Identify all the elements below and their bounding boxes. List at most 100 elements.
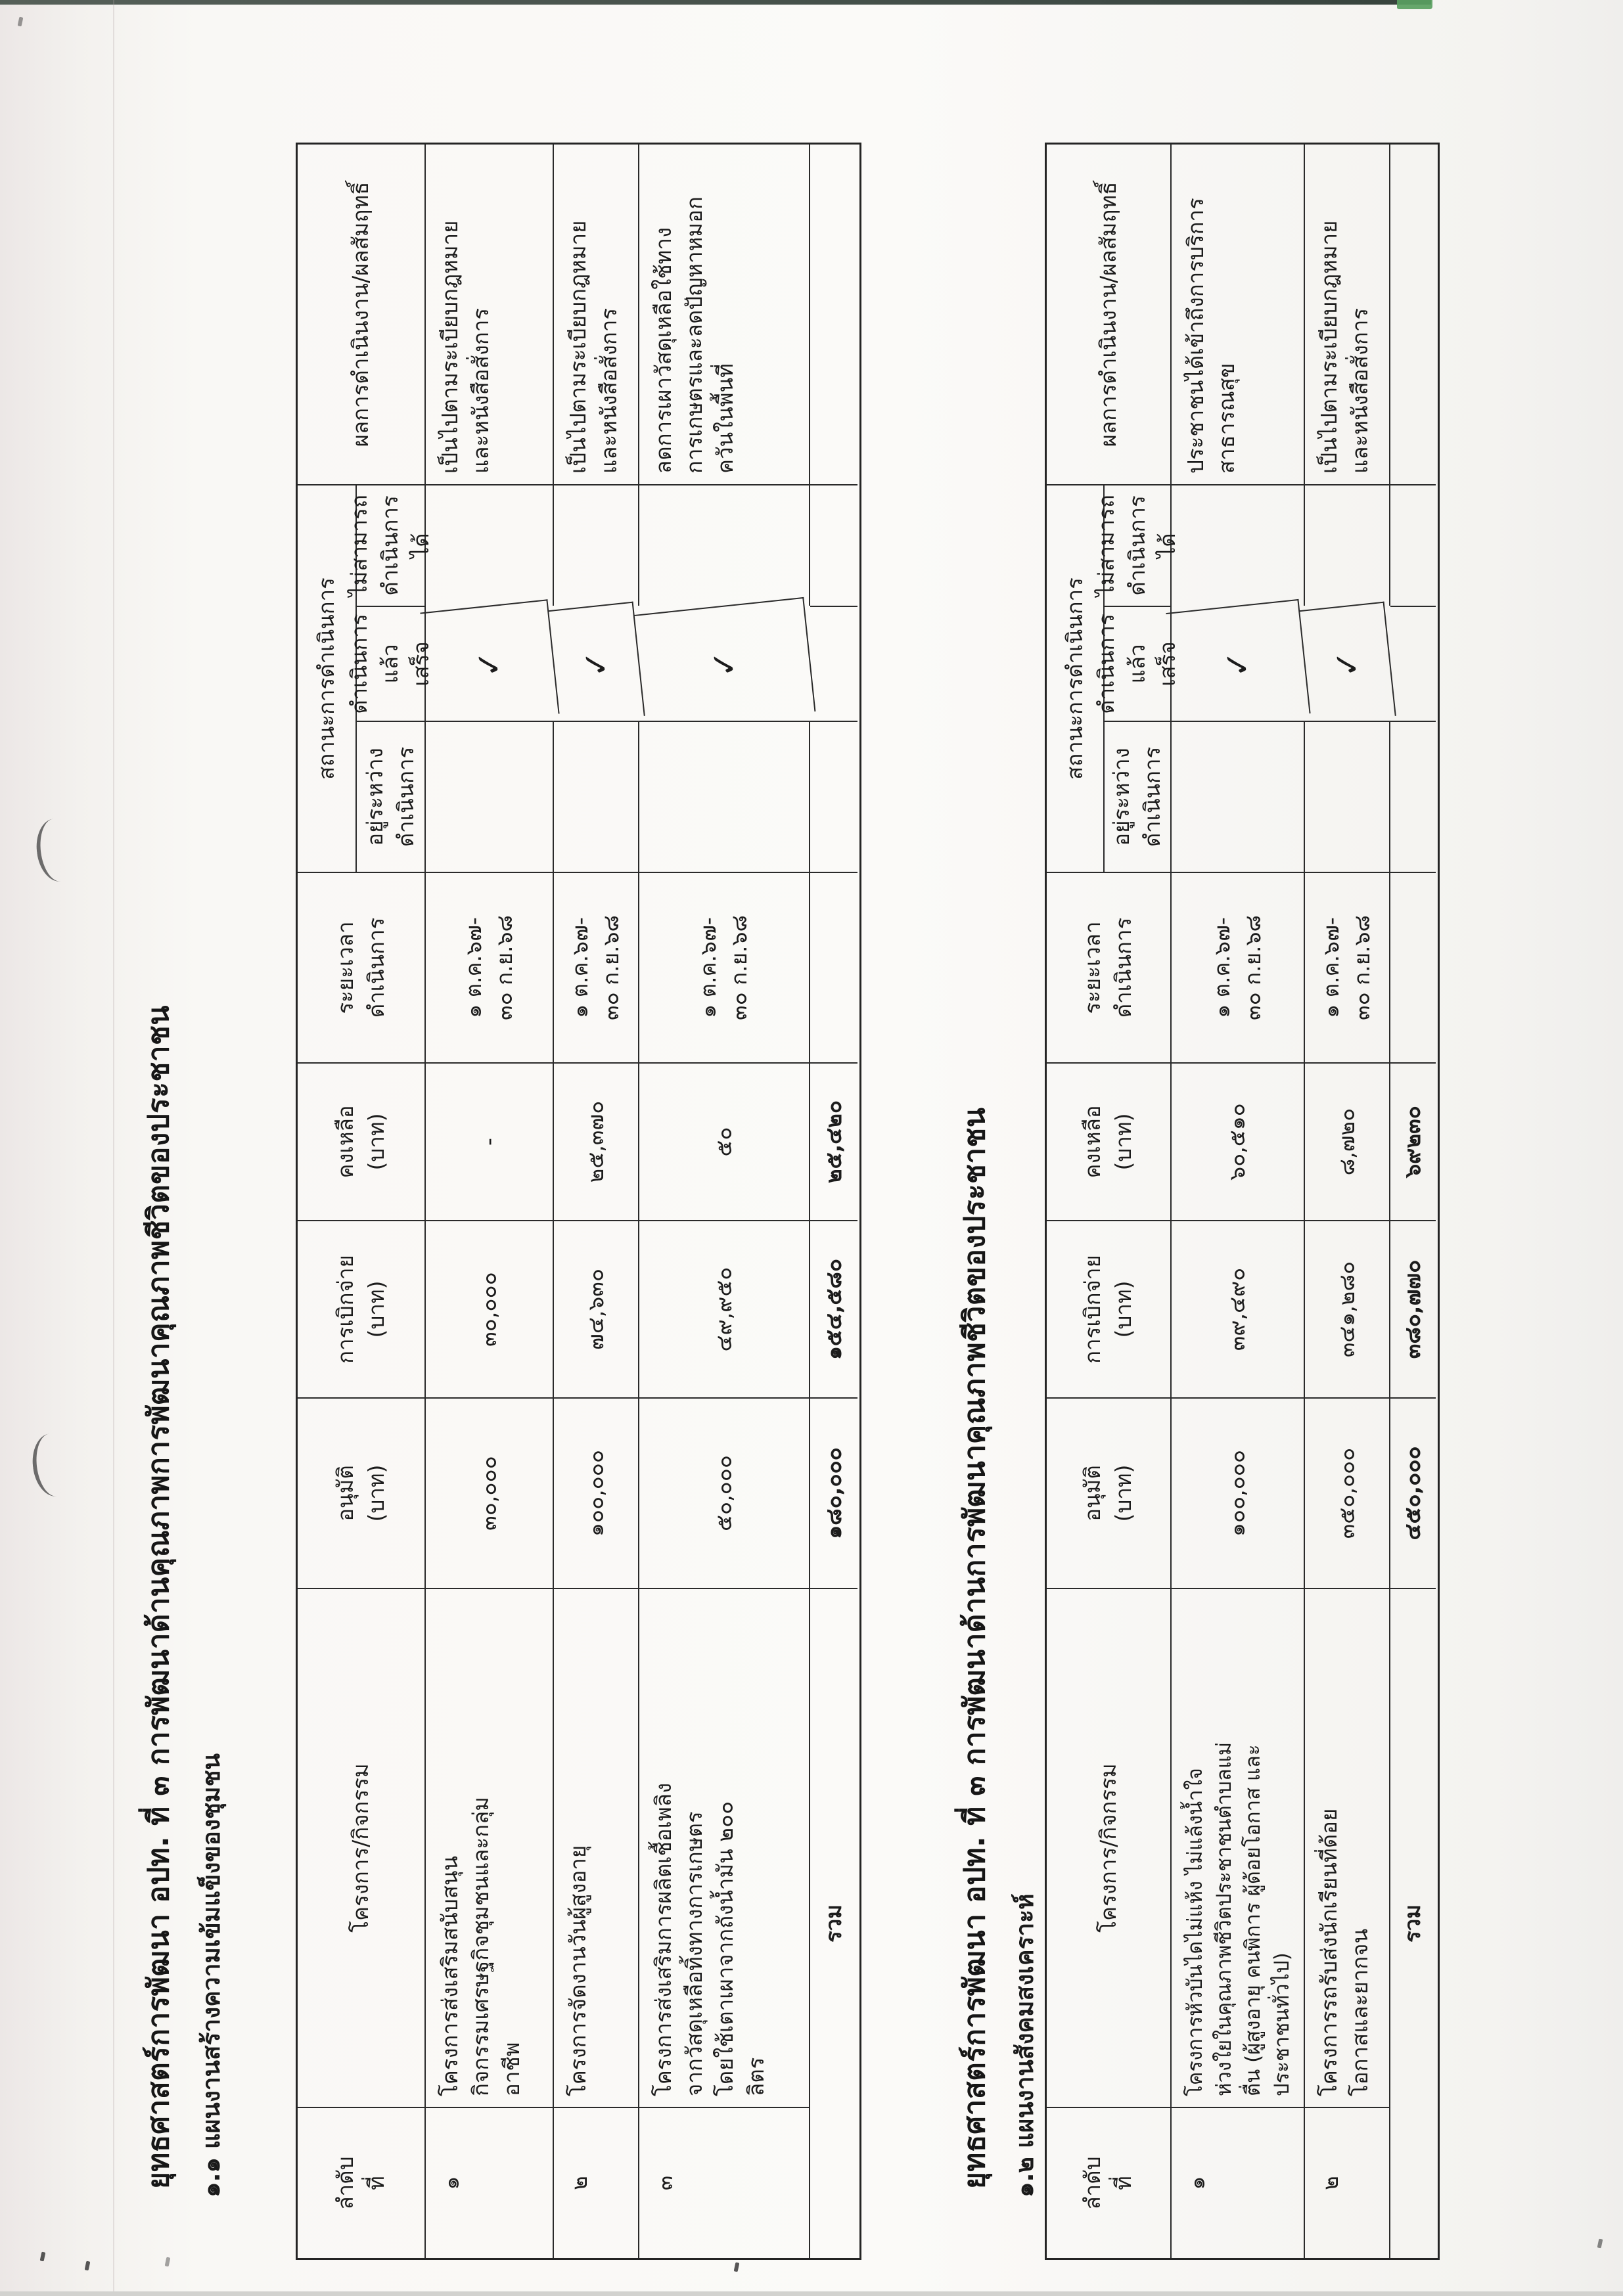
header-no: ลำดับ ที่ bbox=[298, 2107, 426, 2258]
header-project: โครงการ/กิจกรรม bbox=[298, 1588, 426, 2107]
row-status-in-progress bbox=[1305, 721, 1390, 872]
total-empty-cell bbox=[1390, 721, 1436, 872]
row-project: โครงการรถรับส่งนักเรียนที่ด้อย โอกาสและย… bbox=[1305, 1588, 1390, 2107]
total-remaining: ๖๙๒๓๐ bbox=[1390, 1062, 1436, 1220]
total-empty-cell bbox=[810, 484, 857, 606]
header-disbursed: การเบิกจ่าย (บาท) bbox=[1047, 1220, 1172, 1397]
row-result: ลดการเผาวัสดุเหลือใช้ทาง การเกษตรและลดปั… bbox=[639, 145, 810, 484]
header-approved: อนุมัติ (บาท) bbox=[298, 1397, 426, 1588]
row-no: ๒ bbox=[554, 2107, 639, 2258]
row-disbursed: ๓๐,๐๐๐ bbox=[426, 1220, 554, 1397]
row-status-unable bbox=[639, 484, 810, 606]
total-empty-cell bbox=[1390, 145, 1436, 484]
row-remaining: ๒๕,๓๗๐ bbox=[554, 1062, 639, 1220]
strategy-title-1: ยุทธศาสตร์การพัฒนา อปท. ที่ ๓ การพัฒนาด้… bbox=[142, 1005, 175, 2189]
header-status-unable: ไม่สามารถ ดำเนินการได้ bbox=[1093, 484, 1180, 606]
row-result: เป็นไปตามระเบียบกฎหมาย และหนังสือสั่งการ bbox=[554, 145, 639, 484]
total-label: รวม bbox=[810, 1588, 857, 2258]
header-status-in-progress: อยู่ระหว่าง ดำเนินการ bbox=[1105, 721, 1172, 872]
row-approved: ๓๕๐,๐๐๐ bbox=[1305, 1397, 1390, 1588]
row-approved: ๑๐๐,๐๐๐ bbox=[554, 1397, 639, 1588]
row-period: ๑ ต.ค.๖๗- ๓๐ ก.ย.๖๘ bbox=[1172, 872, 1305, 1062]
header-approved: อนุมัติ (บาท) bbox=[1047, 1397, 1172, 1588]
checkmark-done: ✓ bbox=[420, 599, 560, 727]
total-remaining: ๒๕,๔๒๐ bbox=[810, 1062, 857, 1220]
total-label: รวม bbox=[1390, 1588, 1436, 2258]
total-approved: ๑๘๐,๐๐๐ bbox=[810, 1397, 857, 1588]
row-no: ๒ bbox=[1305, 2107, 1390, 2258]
row-project: โครงการส่งเสริมสนับสนุน กิจกรรมเศรษฐกิจช… bbox=[426, 1588, 554, 2107]
scan-edge-shadow bbox=[0, 2291, 1623, 2296]
header-status-done: ดำเนินการแล้ว เสร็จ bbox=[1093, 606, 1180, 721]
row-status-unable bbox=[554, 484, 639, 606]
row-disbursed: ๔๙,๙๕๐ bbox=[639, 1220, 810, 1397]
total-empty-cell bbox=[810, 872, 857, 1062]
row-disbursed: ๓๙,๔๙๐ bbox=[1172, 1220, 1305, 1397]
row-period: ๑ ต.ค.๖๗- ๓๐ ก.ย.๖๘ bbox=[554, 872, 639, 1062]
header-no: ลำดับ ที่ bbox=[1047, 2107, 1172, 2258]
total-empty-cell bbox=[810, 721, 857, 872]
row-remaining: - bbox=[426, 1062, 554, 1220]
row-result: เป็นไปตามระเบียบกฎหมาย และหนังสือสั่งการ bbox=[426, 145, 554, 484]
row-status-in-progress bbox=[426, 721, 554, 872]
row-period: ๑ ต.ค.๖๗- ๓๐ ก.ย.๖๘ bbox=[426, 872, 554, 1062]
total-empty-cell bbox=[1390, 606, 1436, 721]
scan-edge-shadow bbox=[0, 0, 1431, 5]
header-status-in-progress: อยู่ระหว่าง ดำเนินการ bbox=[357, 721, 426, 872]
projects-table-1: ลำดับ ที่ โครงการ/กิจกรรม อนุมัติ (บาท) … bbox=[296, 143, 861, 2260]
row-disbursed: ๗๔,๖๓๐ bbox=[554, 1220, 639, 1397]
row-period: ๑ ต.ค.๖๗- ๓๐ ก.ย.๖๘ bbox=[639, 872, 810, 1062]
checkmark-done: ✓ bbox=[548, 601, 645, 725]
row-no: ๑ bbox=[1172, 2107, 1305, 2258]
header-result: ผลการดำเนินงาน/ผลสัมฤทธิ์ bbox=[298, 145, 426, 484]
row-project: โครงการจัดงานวันผู้สูงอายุ bbox=[554, 1588, 639, 2107]
header-disbursed: การเบิกจ่าย (บาท) bbox=[298, 1220, 426, 1397]
row-result: ประชาชนได้เข้าถึงการบริการ สาธารณสุข bbox=[1172, 145, 1305, 484]
header-status-unable: ไม่สามารถ ดำเนินการได้ bbox=[346, 484, 434, 606]
total-empty-cell bbox=[810, 606, 857, 721]
paper-crease-line bbox=[113, 0, 114, 2296]
row-project: โครงการหัวบันไดไม่แห้ง ไม่แล้งน้ำใจ ห่วง… bbox=[1172, 1588, 1305, 2107]
plan-subtitle-1: ๑.๑ แผนงานสร้างความเข้มแข็งของชุมชน bbox=[197, 1753, 225, 2197]
row-status-unable bbox=[426, 484, 554, 606]
row-remaining: ๕๐ bbox=[639, 1062, 810, 1220]
header-remaining: คงเหลือ (บาท) bbox=[298, 1062, 426, 1220]
row-approved: ๕๐,๐๐๐ bbox=[639, 1397, 810, 1588]
row-no: ๑ bbox=[426, 2107, 554, 2258]
row-status-in-progress bbox=[554, 721, 639, 872]
checkmark-done: ✓ bbox=[1166, 598, 1311, 728]
header-status-done: ดำเนินการแล้ว เสร็จ bbox=[346, 606, 434, 721]
total-empty-cell bbox=[810, 145, 857, 484]
row-result: เป็นไปตามระเบียบกฎหมาย และหนังสือสั่งการ bbox=[1305, 145, 1390, 484]
row-status-in-progress bbox=[639, 721, 810, 872]
projects-table-2: ลำดับ ที่ โครงการ/กิจกรรม อนุมัติ (บาท) … bbox=[1045, 143, 1440, 2260]
header-period: ระยะเวลา ดำเนินการ bbox=[298, 872, 426, 1062]
strategy-title-2: ยุทธศาสตร์การพัฒนา อปท. ที่ ๓ การพัฒนาด้… bbox=[958, 1107, 992, 2189]
row-remaining: ๘,๗๒๐ bbox=[1305, 1062, 1390, 1220]
header-period: ระยะเวลา ดำเนินการ bbox=[1047, 872, 1172, 1062]
row-period: ๑ ต.ค.๖๗- ๓๐ ก.ย.๖๘ bbox=[1305, 872, 1390, 1062]
row-no: ๓ bbox=[639, 2107, 810, 2258]
row-approved: ๓๐,๐๐๐ bbox=[426, 1397, 554, 1588]
total-empty-cell bbox=[1390, 872, 1436, 1062]
header-project: โครงการ/กิจกรรม bbox=[1047, 1588, 1172, 2107]
total-disbursed: ๑๕๔,๕๘๐ bbox=[810, 1220, 857, 1397]
total-empty-cell bbox=[1390, 484, 1436, 606]
row-project: โครงการส่งเสริมการผลิตเชื้อเพลิง จากวัสด… bbox=[639, 1588, 810, 2107]
total-approved: ๔๕๐,๐๐๐ bbox=[1390, 1397, 1436, 1588]
row-status-unable bbox=[1305, 484, 1390, 606]
header-remaining: คงเหลือ (บาท) bbox=[1047, 1062, 1172, 1220]
checkmark-done: ✓ bbox=[1299, 601, 1396, 725]
checkmark-done: ✓ bbox=[633, 597, 816, 730]
row-approved: ๑๐๐,๐๐๐ bbox=[1172, 1397, 1305, 1588]
header-result: ผลการดำเนินงาน/ผลสัมฤทธิ์ bbox=[1047, 145, 1172, 484]
green-ink-smudge bbox=[1397, 0, 1432, 9]
total-disbursed: ๓๘๐,๗๗๐ bbox=[1390, 1220, 1436, 1397]
row-status-unable bbox=[1172, 484, 1305, 606]
row-disbursed: ๓๔๑,๒๘๐ bbox=[1305, 1220, 1390, 1397]
plan-subtitle-2: ๑.๒ แผนงานสังคมสงเคราะห์ bbox=[1011, 1893, 1039, 2197]
row-remaining: ๖๐,๕๑๐ bbox=[1172, 1062, 1305, 1220]
